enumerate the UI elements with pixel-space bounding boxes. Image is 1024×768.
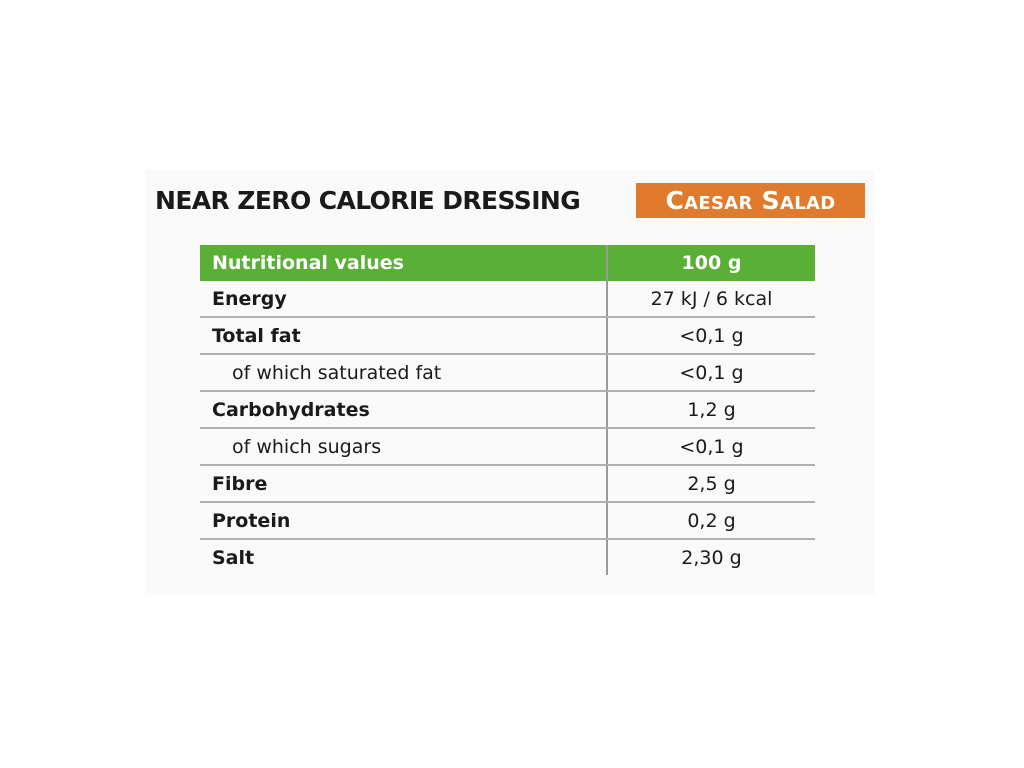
value: <0,1 g [606,354,815,392]
label: Total fat [200,317,607,355]
row: Total fat <0,1 g [200,317,815,355]
column-header: Nutritional values [200,245,607,281]
title: NEAR ZERO CALORIE DRESSING [155,186,581,215]
value: 1,2 g [606,391,815,429]
row: Energy 27 kJ / 6 kcal [200,281,815,318]
label: of which sugars [200,428,607,466]
badge: Caesar Salad [636,183,865,218]
value: 27 kJ / 6 kcal [606,281,815,318]
label: Fibre [200,465,607,503]
value: 2,30 g [606,539,815,575]
value: <0,1 g [606,428,815,466]
row: Fibre 2,5 g [200,465,815,503]
value: 2,5 g [606,465,815,503]
row: Protein 0,2 g [200,502,815,540]
row: of which saturated fat <0,1 g [200,354,815,392]
value: 0,2 g [606,502,815,540]
label: Protein [200,502,607,540]
column-header: 100 g [606,245,815,281]
header-row: Nutritional values 100 g [200,245,815,281]
label: Salt [212,546,255,569]
nutrition-table: Nutritional values 100 g Energy 27 kJ / 6… [200,245,815,575]
row: of which sugars <0,1 g [200,428,815,466]
value: <0,1 g [606,317,815,355]
label: Carbohydrates [200,391,607,429]
label: Energy [200,281,607,318]
row: Salt 2,30 g [200,539,815,575]
label: of which saturated fat [200,354,607,392]
row: Carbohydrates 1,2 g [200,391,815,429]
